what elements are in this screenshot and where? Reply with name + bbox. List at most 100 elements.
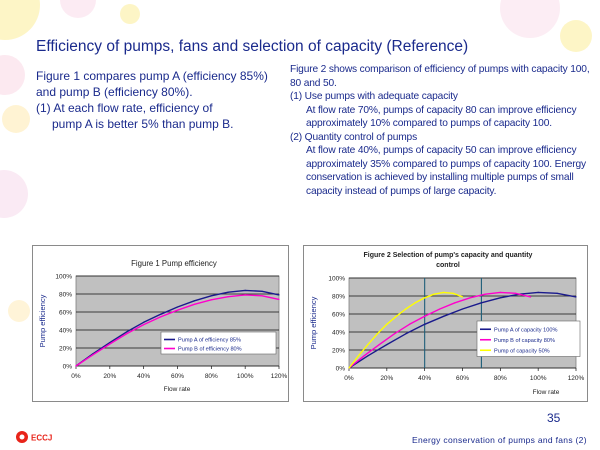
data-point xyxy=(405,308,407,310)
right-text-intro: Figure 2 shows comparison of efficiency … xyxy=(290,64,590,89)
data-point xyxy=(278,294,280,296)
data-point xyxy=(424,323,426,325)
chart-title: control xyxy=(436,262,460,269)
figure1-svg: Figure 1 Pump efficiency 0% 20% 40% 60% 80% 10… xyxy=(38,259,288,393)
right-text-item2-body: At flow rate 40%, pumps of capacity 50 c… xyxy=(306,145,586,197)
decor-circle xyxy=(0,170,28,218)
data-point xyxy=(363,355,365,357)
y-axis-label: Pump efficiency xyxy=(309,296,318,349)
figure1-chart: Figure 1 Pump efficiency 0% 20% 40% 60% 80% 10… xyxy=(32,245,289,402)
x-tick-label: 20% xyxy=(380,375,393,382)
figure2-chart: Figure 2 Selection of pump's capacity an… xyxy=(303,245,588,402)
data-point xyxy=(442,291,445,293)
x-tick-label: 40% xyxy=(137,373,150,380)
data-point xyxy=(348,367,350,369)
data-point xyxy=(454,302,456,304)
data-point xyxy=(227,296,229,298)
data-point xyxy=(261,295,263,297)
data-point xyxy=(484,293,486,295)
data-point xyxy=(126,333,128,335)
x-tick-label: 100% xyxy=(530,375,547,382)
left-text-point-head: (1) At each flow rate, efficiency of xyxy=(36,101,213,115)
eccj-logo: ECCJ xyxy=(16,431,52,443)
logo-text: ECCJ xyxy=(31,434,52,443)
data-point xyxy=(143,321,145,323)
data-point xyxy=(261,290,263,292)
y-tick-label: 100% xyxy=(328,276,345,283)
data-point xyxy=(75,365,77,367)
data-point xyxy=(367,355,369,357)
legend-label: Pump A of capacity 100% xyxy=(494,327,557,333)
data-point xyxy=(424,315,426,317)
x-tick-label: 120% xyxy=(568,375,585,382)
decor-circle xyxy=(560,20,592,52)
data-point xyxy=(461,308,464,310)
x-tick-label: 120% xyxy=(271,373,288,380)
left-text-intro: Figure 1 compares pump A (efficiency 85%… xyxy=(36,69,268,99)
data-point xyxy=(159,313,162,315)
legend-box xyxy=(476,320,581,357)
data-point xyxy=(452,292,454,294)
data-point xyxy=(414,302,416,304)
data-point xyxy=(210,295,212,297)
y-tick-label: 40% xyxy=(59,328,72,335)
right-text-item1-head: (1) Use pumps with adequate capacity xyxy=(290,91,458,102)
decor-circle xyxy=(500,0,560,38)
data-point xyxy=(537,291,539,293)
decor-circle xyxy=(2,105,30,133)
data-point xyxy=(159,316,162,318)
data-point xyxy=(461,296,464,298)
y-tick-label: 40% xyxy=(332,330,345,337)
data-point xyxy=(469,297,471,299)
x-tick-label: 100% xyxy=(237,373,254,380)
decor-circle xyxy=(0,0,40,40)
figure2-svg: Figure 2 Selection of pump's capacity an… xyxy=(309,252,585,396)
y-tick-label: 80% xyxy=(59,292,72,299)
data-point xyxy=(109,343,111,345)
y-tick-label: 0% xyxy=(63,364,73,371)
y-tick-label: 20% xyxy=(59,346,72,353)
data-point xyxy=(143,324,145,326)
data-point xyxy=(357,355,360,357)
data-point xyxy=(193,303,196,305)
y-tick-label: 60% xyxy=(332,312,345,319)
data-point xyxy=(575,296,577,298)
chart-title: Figure 1 Pump efficiency xyxy=(131,259,217,268)
decor-circle xyxy=(60,0,96,18)
data-point xyxy=(442,315,445,317)
data-point xyxy=(176,309,179,311)
x-tick-label: 40% xyxy=(418,375,431,382)
data-point xyxy=(210,299,212,301)
data-point xyxy=(227,291,229,293)
x-tick-label: 0% xyxy=(71,373,81,380)
data-point xyxy=(386,344,388,346)
legend-label: Pump B of efficiency 80% xyxy=(178,347,242,353)
legend-label: Pump B of capacity 80% xyxy=(494,338,555,344)
x-tick-label: 80% xyxy=(494,375,507,382)
data-point xyxy=(386,323,388,325)
data-point xyxy=(378,344,380,346)
data-point xyxy=(405,333,407,335)
data-point xyxy=(433,293,435,295)
data-point xyxy=(244,294,246,296)
x-axis-label: Flow rate xyxy=(533,389,560,396)
chart-title: Figure 2 Selection of pump's capacity an… xyxy=(364,252,533,259)
data-point xyxy=(408,323,411,325)
y-tick-label: 60% xyxy=(59,310,72,317)
x-tick-label: 0% xyxy=(344,375,354,382)
right-text-item2-head: (2) Quantity control of pumps xyxy=(290,131,418,143)
data-point xyxy=(480,302,483,304)
y-tick-label: 20% xyxy=(332,348,345,355)
legend-box xyxy=(160,331,277,355)
x-tick-label: 60% xyxy=(456,375,469,382)
decor-circle xyxy=(0,55,25,95)
data-point xyxy=(439,308,441,310)
data-point xyxy=(244,289,246,291)
legend-label: Pump A of efficiency 85% xyxy=(178,338,241,344)
y-axis-label: Pump efficiency xyxy=(38,294,47,347)
right-text-item1-body: At flow rate 70%, pumps of capacity 80 c… xyxy=(306,104,577,130)
legend-label: Pump of capacity 50% xyxy=(494,348,550,354)
page-number: 35 xyxy=(547,411,561,425)
x-tick-label: 80% xyxy=(205,373,218,380)
left-text-block: Figure 1 compares pump A (efficiency 85%… xyxy=(36,68,276,132)
